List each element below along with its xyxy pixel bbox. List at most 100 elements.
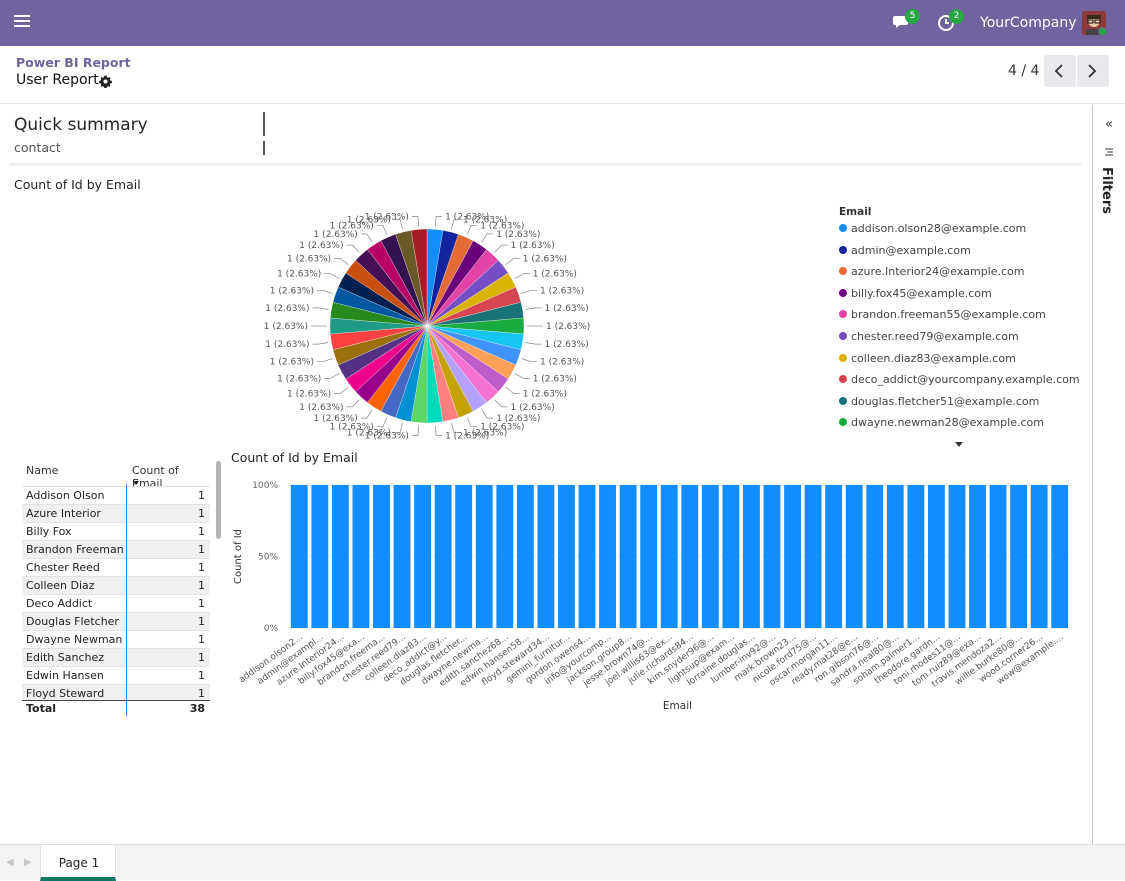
pie-leader-line	[494, 399, 508, 408]
bar[interactable]	[845, 485, 863, 628]
bar[interactable]	[619, 485, 637, 628]
previous-page-icon[interactable]: ◀	[6, 857, 14, 868]
column-header-name[interactable]: Name	[26, 464, 59, 477]
legend-scroll-down-icon[interactable]	[955, 442, 963, 447]
table-row[interactable]: Douglas Fletcher 1	[22, 612, 210, 630]
bar[interactable]	[1051, 485, 1069, 628]
report-canvas: Quick summary contact Count of Id by Ema…	[0, 105, 1092, 844]
bar[interactable]	[701, 485, 719, 628]
pie-data-label: 1 (2.63%)	[265, 304, 309, 314]
tab-page-1[interactable]: Page 1	[40, 845, 116, 881]
bar[interactable]	[866, 485, 884, 628]
table-total-row: Total 38	[22, 700, 210, 716]
bar[interactable]	[434, 485, 452, 628]
bar[interactable]	[475, 485, 493, 628]
bar[interactable]	[948, 485, 966, 628]
table-row[interactable]: Edwin Hansen 1	[22, 666, 210, 684]
legend-item[interactable]: addison.olson28@example.com	[839, 222, 1080, 244]
legend-item[interactable]: admin@example.com	[839, 244, 1080, 266]
messages-icon[interactable]: 5	[893, 9, 920, 34]
bar[interactable]	[804, 485, 822, 628]
bar[interactable]	[989, 485, 1007, 628]
pie-leader-line	[334, 258, 349, 265]
bar[interactable]	[722, 485, 740, 628]
legend-item[interactable]: azure.Interior24@example.com	[839, 265, 1080, 287]
table-row[interactable]: Dwayne Newman 1	[22, 630, 210, 648]
bar[interactable]	[1030, 485, 1048, 628]
table-row[interactable]: Chester Reed 1	[22, 558, 210, 576]
collapse-filters-icon[interactable]: «	[1105, 117, 1113, 132]
table-row[interactable]: Billy Fox 1	[22, 522, 210, 540]
legend-item[interactable]: deco_addict@yourcompany.example.com	[839, 373, 1080, 395]
table-row[interactable]: Colleen Diaz 1	[22, 576, 210, 594]
table-row[interactable]: Floyd Steward 1	[22, 684, 210, 700]
table-row[interactable]: Brandon Freeman 1	[22, 540, 210, 558]
bar[interactable]	[352, 485, 370, 628]
bar[interactable]	[599, 485, 616, 628]
filter-icon	[1105, 148, 1113, 156]
pie-slice[interactable]	[410, 228, 428, 327]
table-row[interactable]: Edith Sanchez 1	[22, 648, 210, 666]
bar[interactable]	[907, 485, 925, 628]
user-avatar[interactable]	[1082, 11, 1106, 35]
breadcrumb-current: User Report	[16, 72, 99, 88]
row-count: 1	[198, 543, 205, 556]
bar[interactable]	[516, 485, 534, 628]
bar[interactable]	[373, 485, 390, 628]
bar[interactable]	[825, 485, 843, 628]
bar[interactable]	[558, 485, 575, 628]
bar[interactable]	[496, 485, 514, 628]
row-count: 1	[198, 489, 205, 502]
legend-item[interactable]: colleen.diaz83@example.com	[839, 352, 1080, 374]
next-page-icon[interactable]: ▶	[24, 857, 32, 868]
pie-leader-line	[411, 216, 420, 227]
x-axis-label: Email	[663, 700, 692, 712]
pager-previous-button[interactable]	[1044, 55, 1076, 87]
bar[interactable]	[681, 485, 699, 628]
bar-chart[interactable]: 0%50%100%Count of Idaddison.olson2...adm…	[225, 470, 1080, 820]
legend-color-icon	[839, 288, 847, 297]
table-scrollbar[interactable]	[216, 461, 221, 539]
activities-icon[interactable]: 2	[937, 9, 964, 34]
bar[interactable]	[886, 485, 904, 628]
bar[interactable]	[927, 485, 945, 628]
breadcrumb-parent[interactable]: Power BI Report	[16, 55, 131, 70]
bar[interactable]	[1010, 485, 1028, 628]
bar[interactable]	[331, 485, 349, 628]
table-visual[interactable]: Name Count of Email Addison Olson 1 Azure …	[22, 460, 210, 716]
menu-icon[interactable]	[14, 15, 30, 29]
pie-leader-line	[360, 233, 373, 243]
legend-item[interactable]: brandon.freeman55@example.com	[839, 308, 1080, 330]
bar[interactable]	[393, 485, 411, 628]
bar[interactable]	[743, 485, 760, 628]
bar[interactable]	[578, 485, 596, 628]
bar[interactable]	[640, 485, 658, 628]
row-count: 1	[198, 651, 205, 664]
table-row[interactable]: Azure Interior 1	[22, 504, 210, 522]
bar[interactable]	[537, 485, 555, 628]
pie-leader-line	[394, 422, 403, 433]
bar[interactable]	[784, 485, 801, 628]
table-row[interactable]: Deco Addict 1	[22, 594, 210, 612]
bar[interactable]	[763, 485, 781, 628]
gear-icon[interactable]	[99, 73, 112, 92]
row-name: Brandon Freeman	[26, 543, 124, 556]
legend-item[interactable]: douglas.fletcher51@example.com	[839, 395, 1080, 417]
filters-pane[interactable]: « Filters	[1092, 105, 1125, 844]
bar[interactable]	[311, 485, 329, 628]
bar[interactable]	[660, 485, 678, 628]
bar[interactable]	[414, 485, 432, 628]
bar[interactable]	[969, 485, 986, 628]
bar[interactable]	[290, 485, 308, 628]
bar[interactable]	[455, 485, 473, 628]
table-row[interactable]: Addison Olson 1	[22, 486, 210, 504]
pie-leader-line	[481, 233, 494, 243]
company-switcher[interactable]: YourCompany	[980, 15, 1077, 31]
pie-data-label: 1 (2.63%)	[533, 374, 577, 384]
legend-item[interactable]: chester.reed79@example.com	[839, 330, 1080, 352]
pager-next-button[interactable]	[1077, 55, 1109, 87]
pie-data-label: 1 (2.63%)	[347, 429, 391, 439]
legend-item[interactable]: billy.fox45@example.com	[839, 287, 1080, 309]
pie-chart[interactable]: 1 (2.63%)1 (2.63%)1 (2.63%)1 (2.63%)1 (2…	[250, 205, 610, 445]
legend-item[interactable]: dwayne.newman28@example.com	[839, 416, 1080, 438]
